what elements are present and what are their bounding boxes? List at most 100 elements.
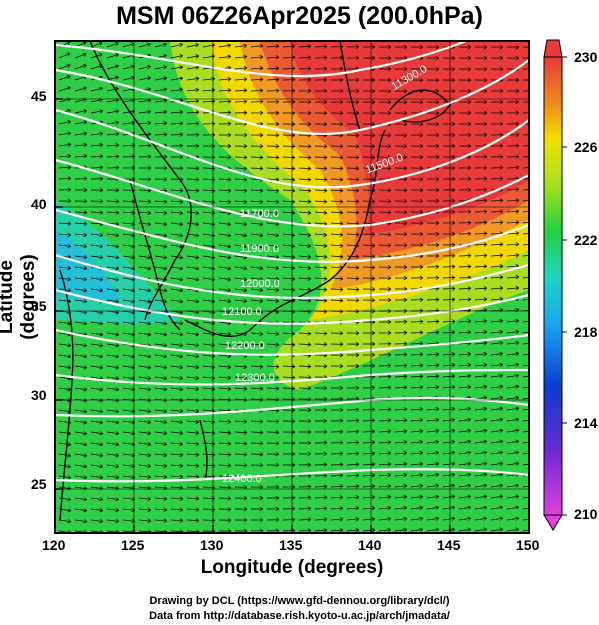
wind-arrow [442, 516, 456, 521]
wind-arrow [458, 275, 472, 280]
wind-arrow [138, 376, 152, 381]
wind-arrow [490, 275, 504, 280]
wind-arrow [122, 420, 136, 425]
wind-arrow [74, 431, 88, 436]
wind-arrow [442, 66, 456, 72]
wind-arrow [282, 287, 296, 292]
contour-label: 12300.0 [235, 372, 275, 384]
wind-arrow [410, 221, 424, 226]
wind-arrow [170, 507, 184, 512]
wind-arrow [506, 253, 520, 258]
wind-arrow [298, 495, 312, 500]
wind-arrow [266, 99, 280, 104]
wind-arrow [170, 65, 184, 70]
wind-arrow [426, 253, 440, 258]
wind-arrow [266, 155, 280, 160]
wind-arrow [314, 407, 328, 413]
wind-arrow [394, 483, 408, 489]
wind-arrow [58, 221, 72, 226]
wind-arrow [250, 485, 264, 490]
wind-arrow [410, 66, 424, 72]
wind-arrow [362, 385, 376, 390]
wind-arrow [90, 321, 104, 326]
wind-arrow [154, 132, 168, 137]
wind-arrow [234, 342, 248, 348]
wind-arrow [170, 518, 184, 523]
wind-arrow [298, 331, 312, 336]
wind-arrow [154, 109, 168, 115]
wind-arrow [442, 483, 456, 488]
wind-arrow [362, 122, 376, 127]
wind-arrow [362, 527, 376, 533]
wind-arrow [298, 418, 312, 424]
wind-arrow [490, 242, 504, 247]
wind-arrow [426, 77, 440, 83]
wind-arrow [314, 276, 328, 281]
wind-arrow [154, 441, 168, 447]
wind-arrow [154, 376, 168, 381]
wind-arrow [282, 408, 296, 413]
wind-arrow [298, 122, 312, 127]
wind-arrow [106, 409, 120, 414]
wind-arrow [378, 483, 392, 489]
wind-arrow [442, 56, 456, 61]
wind-arrow [474, 428, 488, 433]
wind-arrow [490, 45, 504, 50]
wind-arrow [378, 188, 392, 193]
wind-arrow [490, 286, 504, 291]
wind-arrow [186, 474, 200, 479]
wind-arrow [122, 496, 136, 502]
wind-arrow [74, 255, 88, 260]
wind-arrow [490, 66, 504, 72]
wind-arrow [314, 55, 328, 60]
wind-arrow [362, 155, 376, 160]
wind-arrow [394, 275, 408, 281]
wind-arrow [74, 109, 87, 114]
wind-arrow [314, 265, 328, 270]
wind-arrow [458, 384, 472, 390]
wind-arrow [474, 384, 488, 389]
wind-arrow [186, 222, 200, 227]
wind-arrow [426, 374, 440, 379]
wind-arrow [250, 244, 264, 249]
wind-arrow [282, 342, 296, 347]
wind-arrow [122, 288, 136, 293]
wind-arrow [394, 243, 408, 248]
wind-arrow [410, 494, 424, 499]
wind-arrow [282, 495, 296, 500]
wind-arrow [106, 464, 120, 469]
colorbar-tick-label: 218 [574, 324, 598, 340]
wind-arrow [186, 99, 200, 104]
wind-arrow [458, 88, 472, 94]
wind-arrow [298, 188, 312, 193]
wind-arrow [170, 266, 184, 271]
wind-arrow [122, 210, 136, 215]
wind-arrow [474, 187, 488, 192]
wind-arrow [346, 429, 360, 434]
wind-arrow [458, 505, 472, 510]
wind-arrow [378, 385, 392, 390]
contour-label: 12400.0 [222, 473, 262, 485]
wind-arrow [298, 364, 312, 369]
wind-arrow [458, 99, 472, 105]
wind-arrow [234, 288, 248, 293]
wind-arrow [282, 331, 296, 336]
wind-arrow [474, 505, 488, 510]
wind-arrow [330, 177, 344, 182]
wind-arrow [330, 473, 344, 478]
wind-arrow [426, 363, 440, 368]
wind-arrow [170, 408, 184, 414]
wind-arrow [490, 428, 504, 433]
wind-arrow [122, 354, 136, 359]
wind-arrow [250, 133, 264, 138]
wind-arrow [122, 244, 136, 249]
wind-arrow [234, 188, 248, 193]
wind-arrow [250, 331, 264, 336]
wind-arrow [458, 439, 472, 444]
wind-arrow [314, 188, 328, 193]
wind-arrow [298, 110, 312, 116]
wind-arrow [426, 275, 440, 280]
wind-arrow [218, 110, 232, 115]
wind-arrow [154, 420, 168, 425]
wind-arrow [442, 176, 456, 182]
